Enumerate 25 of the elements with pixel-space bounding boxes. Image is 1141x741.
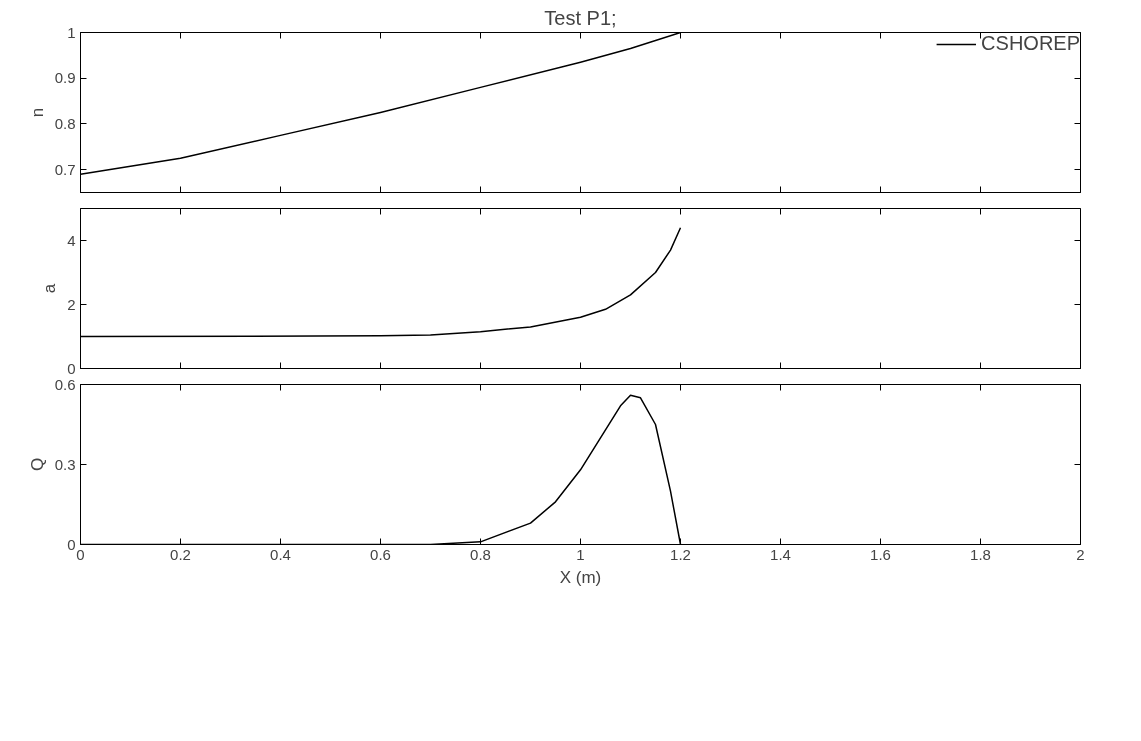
y-axis-title: a (40, 283, 60, 294)
x-tick-label: 1.8 (970, 545, 991, 563)
legend-label: CSHOREP (981, 32, 1080, 55)
x-tick-label: 1.2 (670, 545, 691, 563)
x-axis-title: X (m) (559, 567, 602, 587)
x-tick-label: 1.6 (870, 545, 891, 563)
chart-title: Test P1; (544, 6, 617, 29)
y-axis-title: n (27, 107, 47, 118)
x-tick-label: 1.4 (770, 545, 791, 563)
x-tick-label: 0.6 (370, 545, 391, 563)
y-tick-label: 0 (67, 359, 76, 377)
y-tick-label: 4 (67, 231, 76, 249)
y-axis-title: Q (27, 457, 47, 472)
y-tick-label: 0.3 (54, 455, 76, 473)
y-tick-label: 0.9 (54, 69, 76, 87)
y-tick-label: 1 (67, 23, 76, 41)
y-tick-label: 0.6 (54, 375, 76, 393)
x-tick-label: 0.2 (170, 545, 191, 563)
y-tick-label: 0.7 (54, 160, 76, 178)
y-tick-label: 2 (67, 295, 76, 313)
y-tick-label: 0.8 (54, 114, 76, 132)
x-tick-label: 1 (576, 545, 585, 563)
x-tick-label: 2 (1076, 545, 1085, 563)
x-tick-label: 0.8 (470, 545, 491, 563)
x-tick-label: 0.4 (270, 545, 291, 563)
